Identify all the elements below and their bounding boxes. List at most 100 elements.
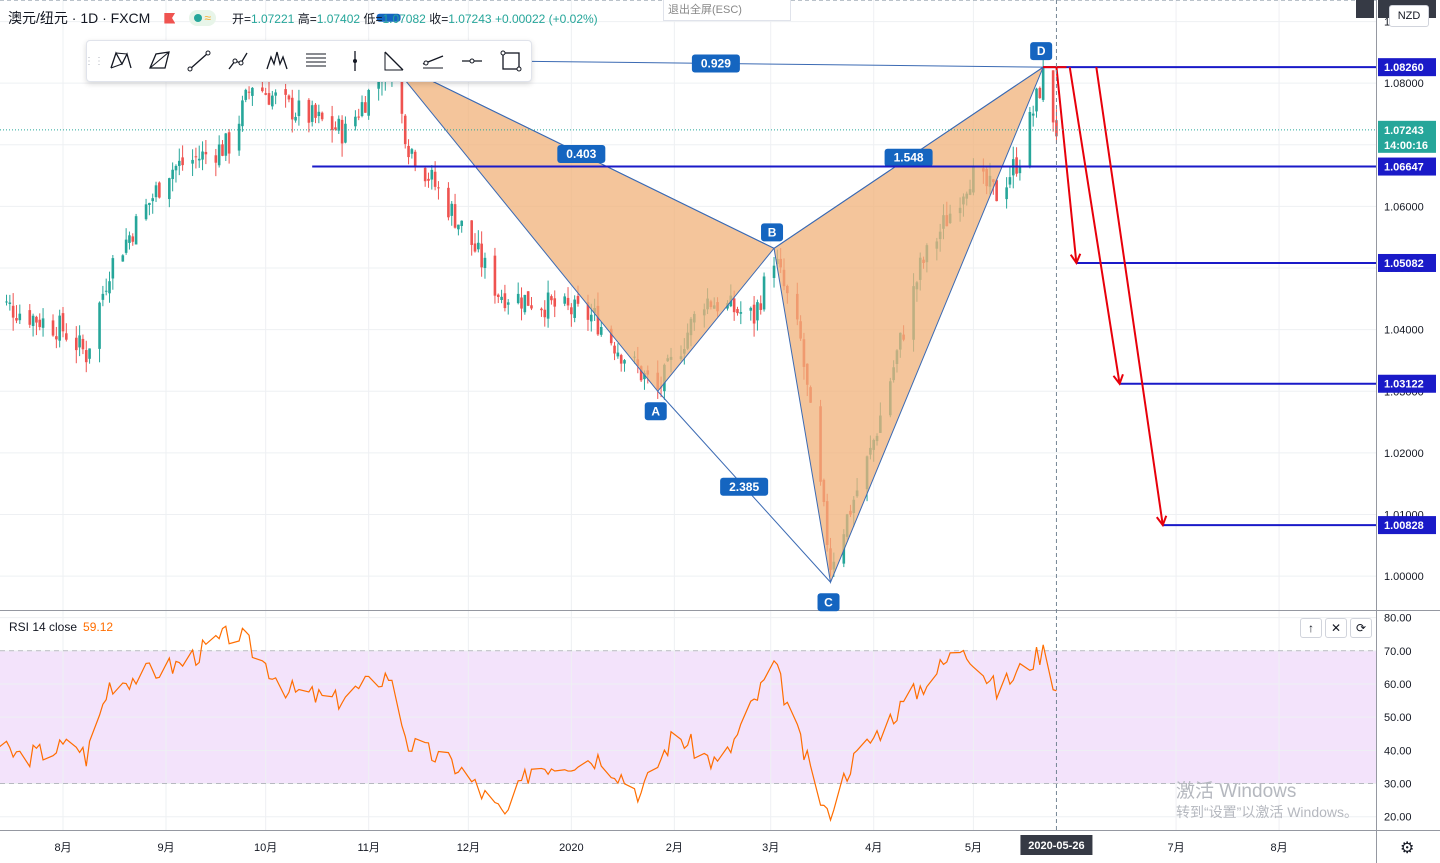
candle-body	[566, 297, 570, 306]
candle-body	[84, 350, 88, 363]
candle-body	[447, 187, 450, 218]
candle-body	[104, 290, 108, 292]
candle-body	[101, 293, 105, 300]
candle-body	[31, 315, 35, 327]
candle-body	[762, 276, 766, 310]
change-value: +0.00022 (+0.02%)	[494, 11, 598, 26]
candle-body	[344, 123, 347, 143]
candle-body	[237, 123, 241, 151]
candle-body	[261, 87, 264, 92]
level-tag-bg	[1378, 157, 1436, 176]
candle-body	[197, 158, 201, 161]
candle-body	[613, 345, 616, 354]
candle-body	[470, 220, 473, 245]
point-x-label	[376, 13, 401, 22]
candle-body	[516, 293, 520, 304]
level-tag-bg	[1378, 516, 1436, 535]
candle-body	[294, 116, 297, 121]
xabcd-pattern-icon[interactable]	[101, 44, 140, 78]
symbol-title[interactable]: 澳元/纽元 · 1D · FXCM	[8, 10, 151, 26]
candle-body	[227, 132, 231, 154]
candle-body	[128, 235, 131, 243]
flag-icon[interactable]	[164, 12, 176, 24]
exit-fullscreen-button[interactable]: 退出全屏(ESC)	[663, 0, 791, 21]
candle-body	[589, 314, 593, 322]
point-b-label-bg	[761, 223, 784, 242]
candle-body	[563, 296, 567, 304]
candle-body	[540, 308, 543, 311]
candle-body	[144, 204, 148, 220]
candle-body	[177, 160, 181, 166]
candle-body	[520, 297, 523, 309]
settings-gear-icon[interactable]: ⚙	[1400, 840, 1415, 857]
cypher-pattern-icon[interactable]	[140, 44, 179, 78]
chart-header: 澳元/纽元 · 1D · FXCM ≈ 开=1.07221 高=1.07402 …	[8, 8, 598, 28]
candle-body	[576, 295, 580, 304]
candle-body	[407, 145, 410, 158]
candle-body	[772, 265, 776, 278]
three-drives-pattern-icon[interactable]	[257, 44, 296, 78]
level-tag: 1.06647	[1384, 162, 1424, 174]
drag-handle-icon[interactable]: ⋮⋮	[84, 55, 104, 67]
crosshair-date: 2020-05-26	[1028, 840, 1084, 852]
market-status-badge[interactable]: ≈	[189, 10, 216, 26]
fib-retracement-icon[interactable]	[374, 44, 413, 78]
candle-body	[317, 111, 321, 117]
elliott-wave-icon[interactable]	[335, 44, 374, 78]
candle-body	[643, 373, 646, 380]
candle-body	[1035, 88, 1038, 112]
candle-body	[739, 312, 743, 314]
candle-body	[364, 102, 367, 113]
candle-body	[1041, 68, 1045, 100]
time-tick: 7月	[1168, 842, 1185, 854]
time-tick: 12月	[457, 842, 480, 854]
currency-button[interactable]: NZD	[1389, 5, 1429, 27]
head-shoulders-icon[interactable]	[296, 44, 335, 78]
ohlc-values: 开=1.07221 高=1.07402 低=1.07082 收=1.07243 …	[231, 11, 598, 26]
candle-body	[8, 302, 12, 305]
abcd-pattern-icon[interactable]	[179, 44, 218, 78]
horizontal-line-icon[interactable]	[452, 44, 491, 78]
move-pane-up-button[interactable]: ↑	[1300, 618, 1322, 638]
crosshair-date-bg	[1020, 835, 1093, 855]
close-pane-button[interactable]: ✕	[1325, 618, 1347, 638]
time-tick: 9月	[157, 842, 174, 854]
level-tag: 1.03122	[1384, 379, 1424, 391]
candle-body	[639, 366, 643, 381]
trend-angle-icon[interactable]	[413, 44, 452, 78]
triangle-pattern-icon[interactable]	[218, 44, 257, 78]
candle-body	[430, 169, 434, 180]
candle-body	[320, 112, 324, 120]
candle-body	[1031, 113, 1035, 116]
price-tick: 1.08000	[1384, 78, 1424, 90]
candle-body	[553, 298, 557, 307]
candle-body	[340, 119, 344, 144]
market-open-icon	[194, 14, 203, 22]
candle-body	[354, 116, 357, 127]
point-a-label: A	[651, 404, 660, 418]
maximize-pane-button[interactable]: ⟳	[1350, 618, 1372, 638]
candle-body	[433, 171, 437, 187]
high-value: 1.07402	[316, 11, 361, 26]
rsi-legend: RSI 14 close 59.12	[9, 620, 113, 634]
rsi-tick: 70.00	[1384, 646, 1412, 658]
arrow-head	[1069, 253, 1082, 266]
candle-body	[108, 281, 111, 294]
candle-body	[154, 185, 158, 198]
candle-body	[35, 316, 38, 323]
candle-body	[58, 315, 61, 341]
candle-body	[586, 302, 590, 320]
time-tick: 8月	[1271, 842, 1288, 854]
time-axis: 8月 9月 10月 11月 12月 2020 2月 3月 4月 5月 2020-05-26 7月 8月	[54, 835, 1288, 855]
candle-body	[55, 336, 58, 340]
time-tick: 4月	[865, 842, 882, 854]
ratio-xab-label: 0.403	[566, 147, 596, 161]
candle-body	[749, 307, 753, 311]
candle-body	[523, 294, 527, 313]
candle-body	[290, 97, 294, 120]
candle-body	[619, 355, 623, 364]
rectangle-icon[interactable]	[491, 44, 530, 78]
pattern-toolbar[interactable]: ⋮⋮	[84, 40, 532, 82]
candle-body	[148, 202, 151, 205]
